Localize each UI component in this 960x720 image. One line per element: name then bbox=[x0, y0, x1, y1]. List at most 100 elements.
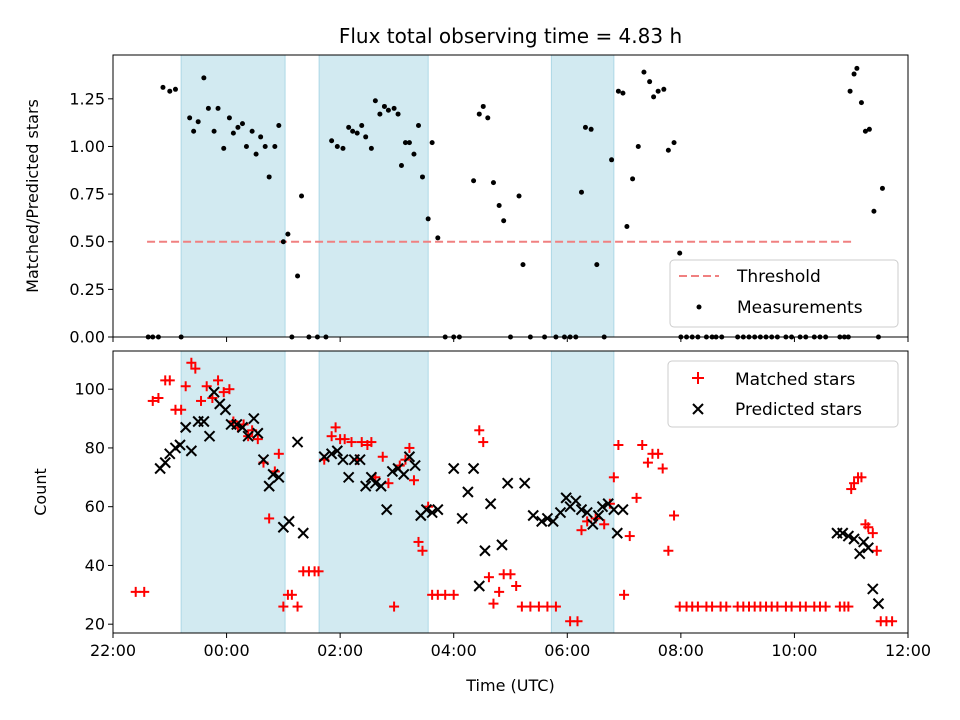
predicted-star-point bbox=[581, 506, 593, 519]
observing-windows-bottom bbox=[180, 350, 615, 634]
measurement-point bbox=[425, 216, 431, 222]
predicted-star-point bbox=[448, 462, 460, 475]
measurement-point bbox=[340, 145, 346, 151]
predicted-star-point bbox=[318, 451, 330, 463]
matched-star-point bbox=[846, 484, 857, 495]
predicted-star-point bbox=[527, 509, 539, 522]
predicted-star-point bbox=[575, 503, 588, 516]
matched-star-point bbox=[624, 531, 635, 542]
predicted-star-point bbox=[560, 492, 572, 504]
measurement-point bbox=[272, 143, 278, 149]
predicted-star-point bbox=[848, 533, 860, 545]
x-axis-label: Time (UTC) bbox=[465, 676, 554, 695]
predicted-star-point bbox=[496, 539, 508, 551]
measurement-point bbox=[419, 174, 425, 180]
x-tick-label: 10:00 bbox=[771, 641, 817, 660]
matched-star-point bbox=[474, 425, 485, 436]
measurement-point bbox=[211, 128, 217, 134]
measurement-point bbox=[501, 218, 507, 224]
measurement-point bbox=[276, 123, 282, 128]
ratio-panel-frame bbox=[112, 54, 909, 338]
matched-star-point bbox=[218, 387, 229, 398]
legend-matched-swatch bbox=[692, 372, 704, 384]
y-tick-label: 0.25 bbox=[69, 280, 105, 299]
measurement-point bbox=[334, 143, 340, 149]
count-x-ticks: 22:00 00:00 02:00 04:00 06:00 08:00 10:00 12:00 bbox=[90, 633, 931, 660]
measurement-point bbox=[635, 143, 641, 149]
ratio-x-ticks bbox=[112, 337, 909, 342]
x-tick-label: 22:00 bbox=[90, 641, 136, 660]
measurement-point bbox=[866, 126, 872, 132]
measurement-point bbox=[391, 105, 397, 111]
count-panel: 20 40 60 80 100 22:00 00:00 02:00 04:00 06:00 08:… bbox=[31, 350, 931, 695]
matched-star-point bbox=[139, 586, 150, 597]
predicted-star-point bbox=[403, 451, 416, 463]
legend-measurements-label: Measurements bbox=[737, 298, 863, 318]
predicted-star-point bbox=[375, 480, 387, 492]
observing-window-3 bbox=[550, 54, 615, 338]
measurement-point bbox=[280, 239, 286, 245]
measurement-point bbox=[496, 203, 502, 209]
matched-star-point bbox=[339, 434, 350, 445]
matched-star-point bbox=[313, 566, 324, 577]
measurement-point bbox=[630, 176, 636, 182]
predicted-star-point bbox=[617, 503, 629, 516]
measurement-point bbox=[368, 145, 374, 151]
matched-star-point bbox=[637, 440, 648, 450]
predicted-star-point bbox=[462, 486, 474, 498]
measurement-point bbox=[665, 147, 671, 153]
matched-star-point bbox=[653, 448, 664, 459]
measurement-point bbox=[243, 143, 249, 149]
ratio-y-ticks: 0.00 0.25 0.50 0.75 1.00 1.25 bbox=[69, 89, 113, 347]
matched-star-point bbox=[533, 601, 544, 612]
predicted-star-point bbox=[369, 477, 382, 489]
matched-star-point bbox=[483, 572, 494, 583]
predicted-star-point bbox=[386, 465, 399, 478]
predicted-star-point bbox=[297, 527, 309, 539]
predicted-star-point bbox=[398, 468, 410, 481]
matched-star-point bbox=[871, 545, 882, 556]
predicted-star-point bbox=[596, 500, 609, 513]
predicted-star-point bbox=[185, 445, 198, 457]
predicted-star-point bbox=[611, 527, 623, 539]
legend-threshold-label: Threshold bbox=[736, 267, 821, 287]
legend-predicted-label: Predicted stars bbox=[735, 400, 862, 420]
observing-window-1 bbox=[180, 350, 286, 634]
measurement-point bbox=[191, 128, 197, 134]
predicted-star-point bbox=[242, 430, 254, 442]
matched-star-point bbox=[511, 581, 522, 591]
measurement-point bbox=[262, 143, 268, 149]
predicted-star-point bbox=[325, 448, 338, 460]
matched-star-point bbox=[186, 357, 197, 368]
matched-star-point bbox=[663, 545, 674, 556]
y-tick-label: 60 bbox=[85, 497, 105, 516]
matched-star-point bbox=[224, 384, 235, 395]
x-tick-label: 12:00 bbox=[885, 641, 931, 660]
y-tick-label: 0.00 bbox=[69, 328, 105, 347]
measurement-point bbox=[395, 111, 401, 117]
matched-star-point bbox=[286, 589, 297, 600]
x-tick-label: 08:00 bbox=[658, 641, 704, 660]
measurement-point bbox=[215, 105, 221, 111]
measurement-point bbox=[239, 121, 245, 127]
predicted-star-point bbox=[862, 542, 874, 554]
matched-star-point bbox=[494, 586, 505, 597]
measurement-point bbox=[406, 140, 412, 146]
matched-star-point bbox=[863, 522, 874, 533]
matched-star-point bbox=[786, 601, 797, 612]
y-tick-label: 100 bbox=[74, 380, 105, 399]
y-tick-label: 20 bbox=[85, 615, 105, 634]
matched-star-point bbox=[413, 536, 424, 547]
matched-star-point bbox=[849, 478, 860, 489]
matched-star-point bbox=[542, 601, 553, 612]
measurements-series bbox=[145, 65, 885, 340]
matched-star-point bbox=[619, 589, 630, 600]
measurement-point bbox=[516, 193, 522, 199]
measurement-point bbox=[350, 128, 356, 134]
chart-title: Flux total observing time = 4.83 h bbox=[339, 24, 682, 48]
matched-star-point bbox=[213, 375, 224, 386]
measurement-point bbox=[285, 231, 291, 237]
measurement-point bbox=[372, 98, 378, 104]
predicted-star-point bbox=[359, 480, 372, 492]
